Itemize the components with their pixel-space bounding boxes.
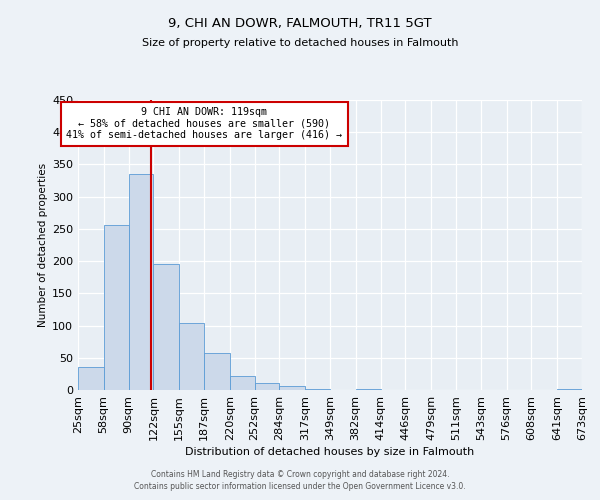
Text: 9, CHI AN DOWR, FALMOUTH, TR11 5GT: 9, CHI AN DOWR, FALMOUTH, TR11 5GT <box>168 18 432 30</box>
Bar <box>254 383 280 390</box>
Bar <box>280 386 305 390</box>
Bar <box>179 323 204 390</box>
X-axis label: Distribution of detached houses by size in Falmouth: Distribution of detached houses by size … <box>185 447 475 457</box>
Text: Size of property relative to detached houses in Falmouth: Size of property relative to detached ho… <box>142 38 458 48</box>
Text: 9 CHI AN DOWR: 119sqm
← 58% of detached houses are smaller (590)
41% of semi-det: 9 CHI AN DOWR: 119sqm ← 58% of detached … <box>66 107 342 140</box>
Bar <box>230 376 254 390</box>
Bar <box>204 354 230 390</box>
Bar <box>104 225 128 390</box>
Bar <box>305 388 330 390</box>
Bar <box>154 264 179 390</box>
Bar <box>128 174 154 390</box>
Text: Contains HM Land Registry data © Crown copyright and database right 2024.: Contains HM Land Registry data © Crown c… <box>151 470 449 479</box>
Bar <box>78 367 104 390</box>
Text: Contains public sector information licensed under the Open Government Licence v3: Contains public sector information licen… <box>134 482 466 491</box>
Bar <box>557 388 582 390</box>
Y-axis label: Number of detached properties: Number of detached properties <box>38 163 48 327</box>
